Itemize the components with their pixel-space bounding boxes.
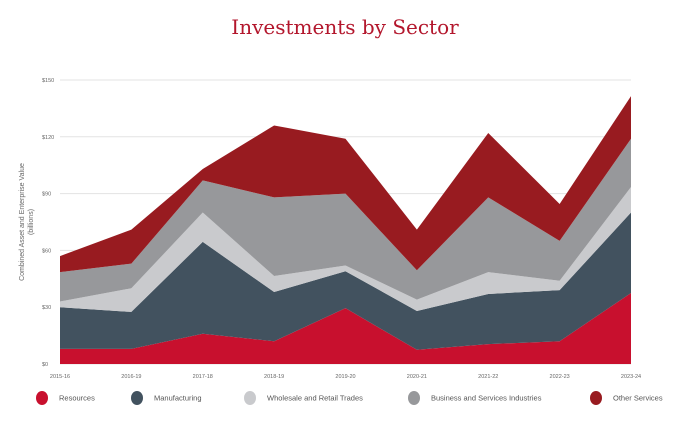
- area-resources: [60, 293, 631, 364]
- x-tick-label: 2019-20: [335, 374, 355, 380]
- area-business-and-services-industries: [60, 138, 631, 302]
- legend-item: Wholesale and Retail Trades: [244, 391, 363, 405]
- area-wholesale-and-retail-trades: [60, 186, 631, 312]
- y-axis-title: Combined Asset and Enterprise Value (bil…: [19, 163, 35, 281]
- areas: [60, 96, 631, 364]
- y-tick-label: $0: [42, 362, 48, 368]
- x-tick-label: 2018-19: [264, 374, 284, 380]
- area-other-services: [60, 96, 631, 273]
- x-tick-label: 2023-24: [621, 374, 641, 380]
- x-tick-label: 2020-21: [407, 374, 427, 380]
- y-tick-label: $120: [42, 135, 54, 141]
- legend-item: Manufacturing: [131, 391, 202, 405]
- y-tick-label: $60: [42, 248, 51, 254]
- x-tick-labels: 2015-16 2016-19 2017-18 2018-19 2019-20 2020-…: [50, 374, 641, 380]
- legend-swatch: [590, 391, 602, 405]
- legend-label: Other Services: [613, 394, 663, 403]
- x-tick-label: 2022-23: [550, 374, 570, 380]
- y-tick-label: $150: [42, 78, 54, 84]
- legend-swatch: [244, 391, 256, 405]
- legend-label: Manufacturing: [154, 394, 202, 403]
- legend: Resources Manufacturing Wholesale and Reta…: [36, 391, 663, 405]
- y-tick-labels: $0 $30 $60 $90 $120 $150: [42, 78, 54, 368]
- legend-label: Business and Services Industries: [431, 394, 542, 403]
- legend-item: Other Services: [590, 391, 663, 405]
- x-tick-label: 2021-22: [478, 374, 498, 380]
- legend-item: Resources: [36, 391, 95, 405]
- legend-swatch: [131, 391, 143, 405]
- legend-label: Wholesale and Retail Trades: [267, 394, 363, 403]
- area-manufacturing: [60, 212, 631, 350]
- y-tick-label: $30: [42, 305, 51, 311]
- legend-swatch: [36, 391, 48, 405]
- x-tick-label: 2015-16: [50, 374, 70, 380]
- y-axis-sublabel: (billions): [28, 209, 35, 235]
- x-tick-label: 2017-18: [193, 374, 213, 380]
- chart-title: Investments by Sector: [231, 15, 459, 39]
- y-tick-label: $90: [42, 192, 51, 198]
- legend-swatch: [408, 391, 420, 405]
- legend-label: Resources: [59, 394, 95, 403]
- legend-item: Business and Services Industries: [408, 391, 542, 405]
- x-tick-label: 2016-19: [121, 374, 141, 380]
- y-axis-label: Combined Asset and Enterprise Value: [19, 163, 26, 281]
